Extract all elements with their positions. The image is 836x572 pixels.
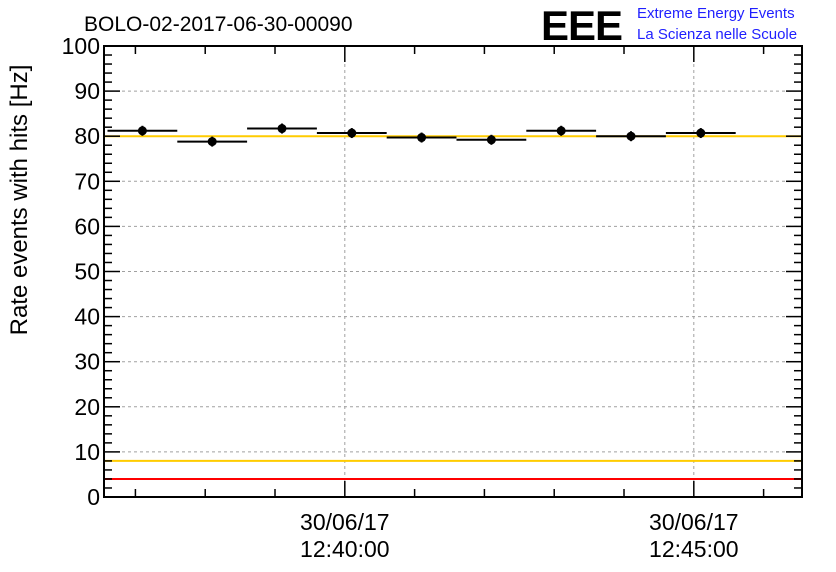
data-point [107, 125, 178, 136]
data-point-marker [626, 131, 636, 141]
data-point [596, 131, 666, 142]
grid [104, 46, 802, 497]
data-point-marker [347, 128, 357, 138]
y-tick-label: 10 [74, 439, 100, 465]
y-tick-label: 30 [74, 349, 100, 375]
y-tick-label: 50 [74, 259, 100, 285]
eee-logo-line1: Extreme Energy Events [637, 5, 795, 22]
data-point-marker [137, 126, 147, 136]
data-point-marker [556, 126, 566, 136]
data-point [386, 132, 457, 143]
y-tick-label: 80 [74, 123, 100, 149]
data-point [665, 128, 736, 139]
reference-lines [104, 45, 802, 480]
run-title: BOLO-02-2017-06-30-00090 [84, 13, 353, 36]
data-point [456, 134, 527, 145]
data-series [107, 123, 736, 147]
y-tick-label: 90 [74, 78, 100, 104]
y-tick-label: 20 [74, 394, 100, 420]
y-tick-label: 60 [74, 213, 100, 239]
x-tick-label-time: 12:40:00 [300, 536, 390, 562]
x-tick-label-date: 30/06/17 [649, 509, 739, 535]
y-axis: 0 10 20 30 40 50 60 70 80 90 100 [62, 33, 802, 510]
y-tick-label: 70 [74, 168, 100, 194]
data-point-marker [696, 128, 706, 138]
data-point-marker [277, 124, 287, 134]
y-axis-label: Rate events with hits [Hz] [6, 65, 33, 336]
y-tick-label: 0 [87, 484, 100, 510]
data-point-marker [486, 135, 496, 145]
eee-logo-text: EEE [541, 2, 622, 49]
data-point-marker [207, 137, 217, 147]
y-tick-label: 40 [74, 304, 100, 330]
eee-logo: EEE Extreme Energy Events La Scienza nel… [541, 2, 797, 49]
data-point [316, 128, 387, 139]
y-tick-label: 100 [62, 33, 100, 59]
data-point [526, 125, 597, 136]
x-tick-label-time: 12:45:00 [649, 536, 739, 562]
data-point [247, 123, 317, 134]
x-tick-label-date: 30/06/17 [300, 509, 390, 535]
data-point [177, 136, 248, 147]
eee-logo-line2: La Scienza nelle Scuole [637, 26, 797, 43]
data-point-marker [417, 133, 427, 143]
